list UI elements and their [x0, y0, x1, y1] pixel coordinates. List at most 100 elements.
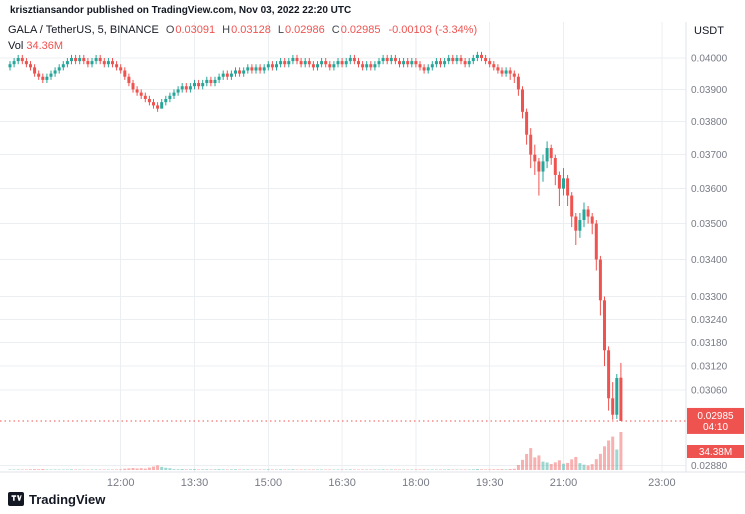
volume-bar: [115, 469, 119, 470]
volume-bar: [41, 469, 45, 470]
volume-bar: [418, 469, 422, 470]
volume-bar: [537, 455, 541, 470]
volume-bar: [254, 469, 258, 470]
tradingview-logo[interactable]: TradingView: [8, 491, 105, 507]
volume-bar: [238, 469, 242, 470]
last-price-badge: [687, 407, 744, 434]
time-axis[interactable]: [0, 472, 745, 514]
candle-body: [172, 92, 176, 96]
candle-body: [459, 58, 463, 62]
volume-bar: [225, 469, 229, 470]
volume-bar: [217, 469, 221, 470]
volume-bar: [24, 469, 28, 470]
volume-bar: [258, 469, 262, 470]
candle-body: [500, 70, 504, 74]
candle-body: [307, 61, 311, 65]
time-tick-label: 13:30: [181, 477, 209, 489]
candle-body: [488, 61, 492, 65]
candle-body: [111, 61, 114, 65]
volume-current-value: 34.36M: [26, 40, 64, 52]
candle-body: [37, 73, 41, 77]
volume-bar: [262, 469, 266, 470]
candle-body: [447, 58, 451, 62]
volume-bar: [480, 469, 483, 470]
volume-bar: [8, 469, 12, 470]
volume-bar: [365, 469, 369, 470]
candle-body: [78, 58, 82, 62]
volume-bar: [590, 464, 594, 470]
candle-body: [20, 58, 24, 62]
symbol-title[interactable]: GALA / TetherUS, 5, BINANCE: [8, 24, 159, 36]
volume-bar: [152, 466, 155, 470]
attribution-text: krisztiansandor published on TradingView…: [10, 5, 352, 16]
candle-body: [603, 300, 606, 351]
candle-body: [598, 259, 602, 301]
volume-bar: [279, 469, 283, 470]
volume-bar: [184, 469, 188, 470]
price-axis[interactable]: [686, 22, 745, 472]
candle-body: [123, 70, 127, 77]
price-tick-label: 0.03300: [691, 292, 728, 303]
candle-body: [508, 70, 512, 74]
volume-label: Vol: [8, 40, 24, 52]
candle-body: [115, 64, 119, 68]
candle-body: [82, 58, 86, 62]
candle-body: [299, 61, 303, 65]
candle-body: [61, 64, 65, 68]
volume-bar: [545, 462, 549, 470]
candle-body: [471, 58, 475, 62]
candle-body: [229, 73, 233, 77]
volume-bar: [246, 469, 250, 470]
chart-pane[interactable]: [0, 22, 686, 472]
candle-body: [131, 83, 135, 90]
volume-bar: [29, 469, 32, 470]
candle-body: [443, 61, 447, 65]
volume-bar: [90, 469, 94, 470]
candle-body: [8, 64, 12, 68]
candle-body: [357, 61, 360, 65]
volume-bar: [176, 469, 180, 470]
candle-body: [434, 61, 438, 65]
price-tick-label: 0.03800: [691, 117, 728, 128]
volume-bar: [242, 469, 246, 470]
candle-body: [176, 89, 180, 93]
candle-body: [455, 58, 459, 62]
volume-bar: [615, 449, 619, 470]
volume-bar: [283, 469, 287, 470]
chart-legend: GALA / TetherUS, 5, BINANCE O0.03091 H0.03…: [8, 24, 477, 36]
volume-bar: [37, 469, 41, 470]
volume-bar: [82, 469, 86, 470]
volume-bar: [508, 469, 512, 470]
volume-bar: [123, 468, 127, 470]
ohlc-field-label: C: [331, 24, 340, 36]
candle-body: [566, 178, 570, 196]
candle-body: [328, 64, 332, 68]
candle-body: [615, 378, 619, 415]
volume-bar: [484, 469, 488, 470]
candle-body: [279, 61, 283, 65]
candle-body: [484, 58, 488, 62]
candle-body: [287, 61, 291, 65]
candle-body: [152, 102, 155, 106]
volume-bar: [188, 469, 192, 470]
candle-body: [41, 76, 45, 80]
candle-body: [541, 161, 545, 172]
volume-bar: [603, 446, 606, 470]
volume-bar: [316, 469, 319, 470]
volume-bar: [12, 469, 16, 470]
volume-bar: [619, 432, 623, 470]
volume-bar: [205, 469, 209, 470]
candle-body: [250, 67, 254, 71]
volume-bar: [562, 463, 565, 470]
candle-body: [410, 61, 414, 65]
volume-bar: [53, 469, 57, 470]
candle-body: [344, 61, 348, 65]
volume-bar: [414, 469, 418, 470]
candle-body: [619, 377, 623, 421]
volume-bar: [582, 464, 586, 470]
volume-bar: [131, 468, 135, 470]
volume-bar: [373, 469, 377, 470]
volume-bar: [344, 469, 348, 470]
volume-bar: [439, 469, 442, 470]
